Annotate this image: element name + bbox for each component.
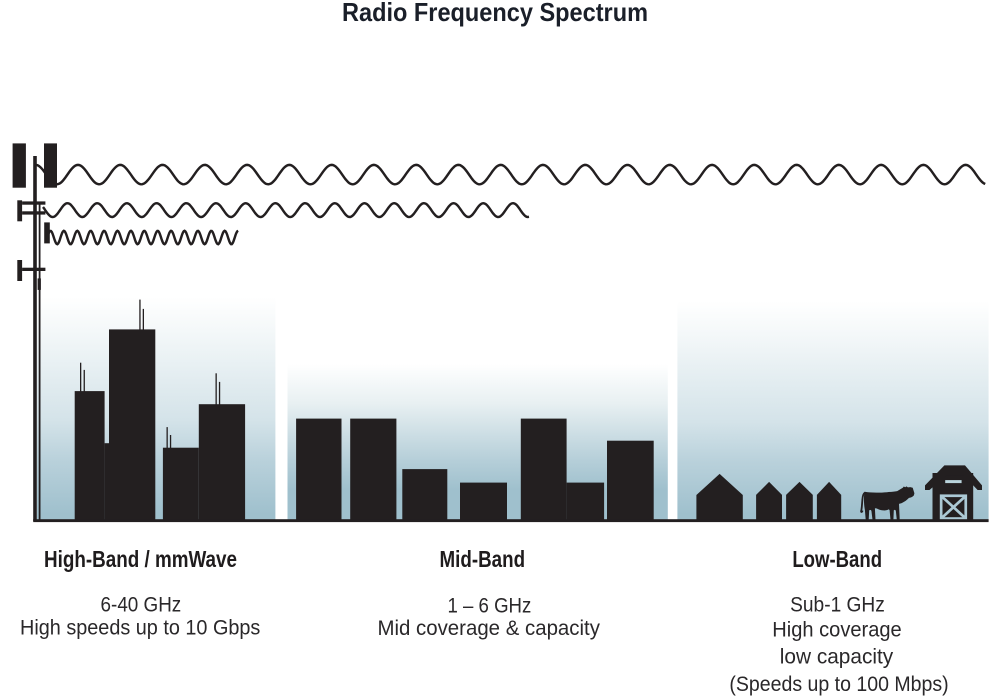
svg-text:Sub-1 GHz: Sub-1 GHz — [790, 593, 885, 617]
svg-text:1 – 6 GHz: 1 – 6 GHz — [448, 594, 532, 618]
svg-text:High-Band / mmWave: High-Band / mmWave — [44, 546, 237, 572]
svg-text:6-40 GHz: 6-40 GHz — [101, 593, 182, 617]
svg-text:Radio Frequency Spectrum: Radio Frequency Spectrum — [342, 0, 648, 27]
svg-text:low capacity: low capacity — [780, 645, 894, 669]
svg-text:(Speeds up to 100 Mbps): (Speeds up to 100 Mbps) — [729, 672, 948, 696]
svg-text:Mid coverage & capacity: Mid coverage & capacity — [377, 616, 600, 640]
svg-text:High speeds up to 10 Gbps: High speeds up to 10 Gbps — [20, 616, 260, 640]
svg-text:Low-Band: Low-Band — [792, 546, 882, 572]
svg-text:Mid-Band: Mid-Band — [440, 546, 526, 572]
svg-text:High coverage: High coverage — [772, 617, 901, 641]
